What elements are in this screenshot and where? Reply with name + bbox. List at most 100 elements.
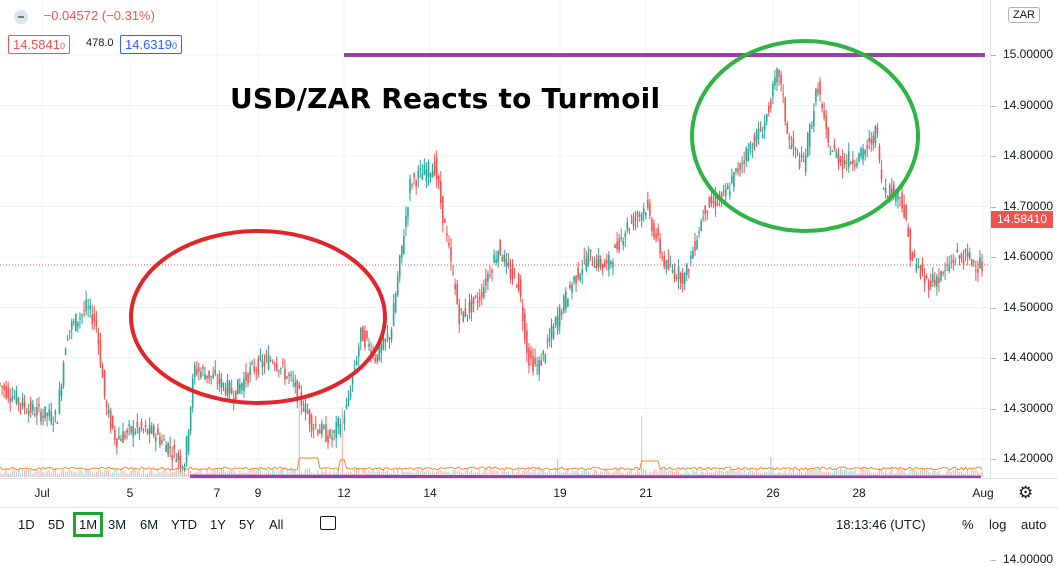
candle-body [685,264,688,275]
range-button-5d[interactable]: 5D [48,517,65,532]
bid-price-box[interactable]: 14.58410 [8,35,71,54]
price-tick-mark [991,156,996,157]
volume-bar [913,470,915,477]
price-chart[interactable] [0,0,990,561]
candle-body [368,343,370,347]
utc-clock[interactable]: 18:13:46 (UTC) [836,517,926,532]
candle-body [917,266,920,269]
volume-bar [503,470,505,477]
candle-body [70,322,73,330]
candle-body [843,160,846,165]
volume-bar [764,472,766,477]
candle-body [954,261,957,263]
auto-scale-toggle[interactable]: auto [1021,517,1047,532]
volume-bar [817,468,819,477]
volume-bar [645,470,647,477]
candle-body [111,416,114,429]
range-button-3m[interactable]: 3M [108,517,127,532]
candle-body [0,383,1,385]
candle-body [458,304,461,325]
price-tick-mark [991,560,996,561]
volume-bar [639,471,641,477]
ask-price-box[interactable]: 14.63190 [120,35,183,54]
candle-body [595,259,598,269]
volume-bar [714,471,717,477]
volume-bar [696,469,698,477]
volume-bar [846,468,848,477]
chart-area[interactable] [0,0,990,561]
candle-body [569,284,571,288]
candle-body [944,270,946,272]
candle-body [15,390,18,404]
volume-bar [796,472,799,477]
candle-body [196,368,198,374]
candle-body [5,385,7,398]
candle-body [542,350,545,355]
range-button-6m[interactable]: 6M [140,517,159,532]
candle-body [716,202,719,206]
volume-bar [101,472,104,477]
volume-bar [272,468,274,477]
candle-body [704,205,707,215]
candle-body [720,192,723,200]
bid-price: 14.5841 [13,37,60,52]
price-tick-label: 14.70000 [1003,198,1054,213]
candle-body [130,426,133,433]
candle-body [571,284,573,293]
volume-bar [659,469,661,477]
volume-bar [595,470,598,477]
volume-bar [815,469,817,477]
volume-bar [774,473,776,477]
calendar-range-icon[interactable] [320,516,336,530]
volume-bar [721,470,723,477]
volume-bar [218,471,220,477]
volume-bar [688,472,690,477]
percent-scale-toggle[interactable]: % [962,517,974,532]
candle-body [517,273,520,291]
range-button-1m[interactable]: 1M [72,512,104,537]
candle-body [839,158,842,162]
volume-bar [157,468,159,477]
volume-bar [491,469,493,477]
candle-body [657,228,659,236]
range-button-1y[interactable]: 1Y [210,517,226,532]
volume-bar [464,471,466,477]
time-tick-label: 5 [126,486,134,500]
candle-body [690,255,692,259]
volume-bar [575,471,577,477]
volume-bar [401,469,403,477]
candle-body [255,369,258,371]
volume-bar [673,471,676,477]
candle-body [934,279,936,286]
candle-body [411,184,413,186]
volume-bar [677,469,680,477]
range-button-all[interactable]: All [269,517,284,532]
volume-bar [571,470,573,477]
consolidation-ellipse-green [690,39,920,233]
candle-body [761,135,764,139]
candle-body [189,407,192,432]
candle-body [193,365,196,378]
volume-bar [103,469,106,477]
candle-body [329,430,331,438]
candle-body [661,256,663,258]
log-scale-toggle[interactable]: log [989,517,1007,532]
range-button-ytd[interactable]: YTD [171,517,197,532]
range-button-5y[interactable]: 5Y [239,517,255,532]
volume-bar [409,471,411,477]
volume-bar [868,470,870,477]
time-axis[interactable]: Jul 5 7 9 12 14 19 21 26 28 Aug [0,478,1058,507]
minimize-icon[interactable] [14,9,28,24]
range-button-1d[interactable]: 1D [18,517,35,532]
candle-body [968,252,971,259]
volume-bar [222,469,225,477]
candle-body [349,393,352,398]
price-axis[interactable]: 15.00000 14.90000 14.80000 14.70000 14.60000… [990,0,1058,566]
candle-body [882,188,885,190]
volume-bar [300,472,302,477]
volume-bar [50,472,52,477]
candle-body [632,216,635,226]
candle-body [845,162,848,164]
currency-badge[interactable]: ZAR [1008,7,1040,23]
gear-icon[interactable]: ⚙ [1018,483,1034,502]
